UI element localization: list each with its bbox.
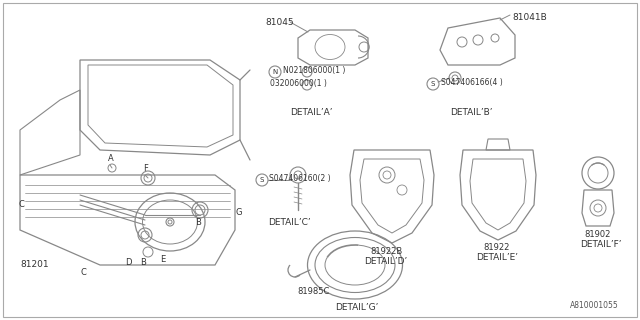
Text: DETAIL’B’: DETAIL’B’ [450, 108, 493, 117]
Text: G: G [235, 208, 241, 217]
Text: 81985C: 81985C [297, 287, 330, 296]
Text: B: B [195, 218, 201, 227]
Text: 81922: 81922 [483, 243, 509, 252]
Text: B: B [140, 258, 146, 267]
Text: S: S [260, 177, 264, 183]
Text: DETAIL’D’: DETAIL’D’ [364, 257, 407, 266]
Text: DETAIL’E’: DETAIL’E’ [476, 253, 518, 262]
Text: 81045: 81045 [265, 18, 294, 27]
Text: F: F [143, 164, 148, 173]
Text: DETAIL’A’: DETAIL’A’ [290, 108, 333, 117]
Text: DETAIL’C’: DETAIL’C’ [268, 218, 310, 227]
Text: A810001055: A810001055 [570, 301, 619, 310]
Text: DETAIL’G’: DETAIL’G’ [335, 303, 378, 312]
Text: E: E [160, 255, 165, 264]
Text: 81041B: 81041B [512, 13, 547, 22]
Text: D: D [125, 258, 131, 267]
Text: S047406160(2 ): S047406160(2 ) [269, 173, 331, 182]
Text: A: A [108, 154, 114, 163]
Text: N021806000(1 ): N021806000(1 ) [283, 66, 346, 75]
Text: N: N [273, 69, 278, 75]
Text: 032006000(1 ): 032006000(1 ) [270, 78, 327, 87]
Text: C: C [18, 200, 24, 209]
Text: S: S [431, 81, 435, 87]
Text: 81922B: 81922B [370, 247, 403, 256]
Text: DETAIL’F’: DETAIL’F’ [580, 240, 621, 249]
Text: 81201: 81201 [20, 260, 49, 269]
Text: 81902: 81902 [584, 230, 611, 239]
Text: S047406166(4 ): S047406166(4 ) [441, 77, 503, 86]
Text: C: C [80, 268, 86, 277]
